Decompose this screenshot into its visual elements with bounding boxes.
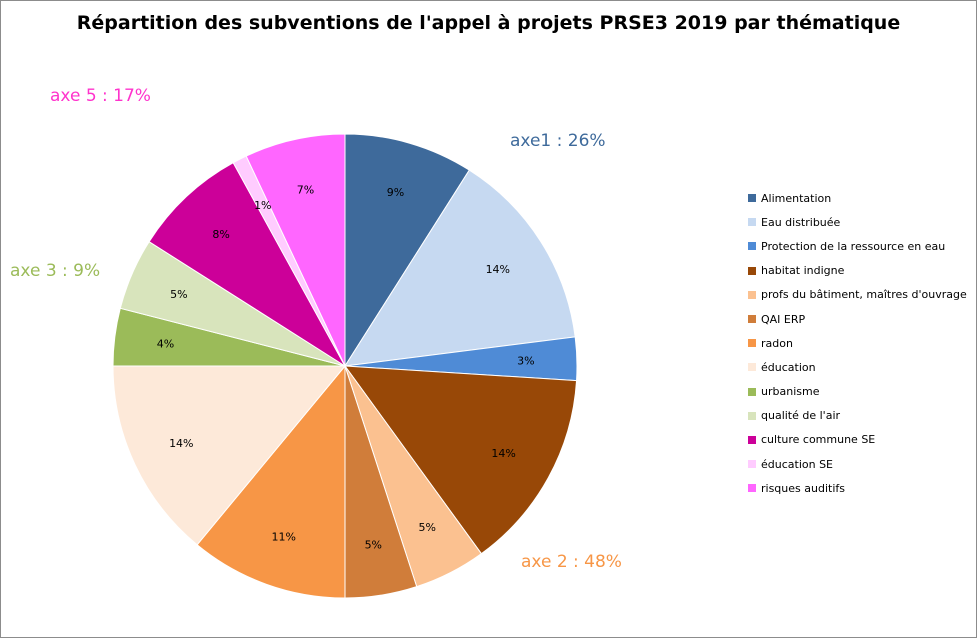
legend-swatch-11 [748,460,756,469]
pie-slice-6 [196,364,346,599]
legend-item-2: Protection de la ressource en eau [748,234,967,258]
legend-item-3: habitat indigne [748,259,967,283]
legend-swatch-9 [748,411,756,420]
legend-item-0: Alimentation [748,186,967,210]
slice-label-10: 8% [212,228,229,241]
slice-label-5: 5% [365,539,382,552]
slice-label-3: 14% [491,447,515,460]
group-label-axe1: axe1 : 26% [510,131,606,151]
group-label-axe5: axe 5 : 17% [50,86,151,106]
slice-label-9: 5% [170,288,187,301]
group-label-axe3: axe 3 : 9% [10,261,101,281]
legend-item-1: Eau distribuée [748,210,967,234]
legend-swatch-0 [748,194,756,203]
legend: Alimentation Eau distribuée Protection de … [748,186,967,500]
pie-slice-0 [344,133,471,368]
legend-item-9: qualité de l'air [748,404,967,428]
legend-label-1: Eau distribuée [761,215,841,229]
legend-label-12: risques auditifs [761,481,845,495]
legend-item-11: éducation SE [748,452,967,476]
legend-swatch-12 [748,484,756,493]
pie-slice-1 [344,169,576,367]
legend-swatch-8 [748,387,756,396]
slice-label-0: 9% [387,186,404,199]
group-label-axe2: axe 2 : 48% [521,552,622,572]
pie-slice-7 [112,365,347,546]
legend-label-2: Protection de la ressource en eau [761,239,946,253]
slice-label-6: 11% [271,530,295,543]
pie-slice-3 [343,365,578,555]
legend-item-10: culture commune SE [748,428,967,452]
legend-swatch-1 [748,218,756,227]
legend-swatch-7 [748,363,756,372]
legend-item-4: profs du bâtiment, maîtres d'ouvrage [748,283,967,307]
legend-label-10: culture commune SE [761,433,876,447]
slice-label-12: 7% [297,183,314,196]
legend-swatch-2 [748,242,756,251]
pie-slice-12 [245,133,346,367]
legend-label-11: éducation SE [761,457,834,471]
legend-swatch-10 [748,435,756,444]
legend-label-5: QAI ERP [761,312,806,326]
slice-label-4: 5% [418,521,435,534]
legend-item-5: QAI ERP [748,307,967,331]
legend-item-8: urbanisme [748,380,967,404]
legend-label-7: éducation [761,360,816,374]
legend-label-4: profs du bâtiment, maîtres d'ouvrage [761,288,967,302]
legend-label-6: radon [761,336,793,350]
legend-swatch-4 [748,290,756,299]
legend-swatch-6 [748,339,756,348]
legend-item-6: radon [748,331,967,355]
slice-label-1: 14% [486,263,510,276]
legend-swatch-3 [748,266,756,275]
legend-item-7: éducation [748,355,967,379]
slice-label-7: 14% [169,437,193,450]
pie-slice-10 [148,162,346,367]
legend-item-12: risques auditifs [748,476,967,500]
legend-label-0: Alimentation [761,191,832,205]
legend-label-3: habitat indigne [761,264,845,278]
chart-title: Répartition des subventions de l'appel à… [76,12,901,34]
slice-label-8: 4% [157,337,174,350]
legend-label-9: qualité de l'air [761,409,841,423]
legend-swatch-5 [748,315,756,324]
slice-label-11: 1% [254,199,271,212]
slice-label-2: 3% [517,354,534,367]
legend-label-8: urbanisme [761,385,820,399]
